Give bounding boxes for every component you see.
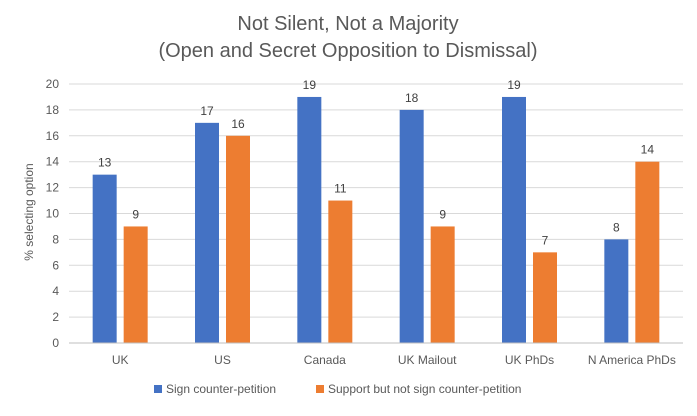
y-axis-title: % selecting option	[22, 163, 36, 260]
x-tick-label: UK PhDs	[505, 353, 554, 367]
data-labels: 13 9 17 16 19 11 18 9 19 7 8 14	[98, 78, 654, 247]
bar-support-uk	[123, 226, 148, 343]
y-tick-label: 0	[52, 336, 59, 350]
y-tick-label: 10	[46, 207, 60, 221]
y-tick-label: 8	[52, 232, 59, 246]
data-label: 17	[200, 104, 214, 118]
data-label: 9	[439, 207, 446, 221]
x-tick-label: N America PhDs	[588, 353, 676, 367]
data-label: 14	[641, 143, 655, 157]
x-tick-label: UK	[112, 353, 129, 367]
legend-label: Support but not sign counter-petition	[328, 382, 521, 396]
chart-title-line-1: Not Silent, Not a Majority	[237, 13, 458, 35]
data-label: 18	[405, 91, 419, 105]
data-label: 13	[98, 156, 112, 170]
bar-support-canada	[328, 200, 353, 343]
chart-title-line-2: (Open and Secret Opposition to Dismissal…	[158, 40, 537, 62]
data-label: 11	[334, 182, 347, 196]
bar-sign-uk-mailout	[399, 109, 424, 344]
y-axis: 0 2 4 6 8 10 12 14 16 18 20	[46, 77, 60, 350]
x-tick-label: Canada	[304, 353, 346, 367]
legend: Sign counter-petition Support but not sig…	[154, 382, 521, 396]
bars	[92, 96, 660, 344]
legend-swatch	[316, 385, 324, 393]
data-label: 7	[542, 233, 549, 247]
legend-label: Sign counter-petition	[166, 382, 276, 396]
y-tick-label: 4	[52, 284, 59, 298]
data-label: 9	[132, 207, 139, 221]
bar-sign-us	[195, 122, 219, 343]
bar-support-us	[226, 135, 250, 343]
y-tick-label: 14	[46, 155, 60, 169]
bar-sign-n-america-phds	[604, 239, 629, 343]
data-label: 16	[231, 117, 245, 131]
x-tick-label: UK Mailout	[398, 353, 457, 367]
bar-sign-uk	[92, 174, 117, 343]
bar-support-uk-mailout	[430, 226, 455, 343]
y-tick-label: 16	[46, 129, 60, 143]
bar-sign-uk-phds	[502, 96, 526, 343]
gridlines	[69, 83, 683, 318]
y-tick-label: 18	[46, 103, 60, 117]
y-tick-label: 6	[52, 258, 59, 272]
data-label: 19	[303, 78, 317, 92]
bar-support-uk-phds	[533, 252, 557, 343]
x-tick-label: US	[214, 353, 231, 367]
y-tick-label: 12	[46, 181, 60, 195]
legend-swatch	[154, 385, 162, 393]
data-label: 19	[507, 78, 521, 92]
y-tick-label: 20	[46, 77, 60, 91]
bar-support-n-america-phds	[635, 161, 660, 343]
data-label: 8	[613, 220, 620, 234]
chart-title: Not Silent, Not a Majority (Open and Sec…	[158, 13, 537, 62]
bar-sign-canada	[297, 96, 322, 343]
x-axis: UK US Canada UK Mailout UK PhDs N America PhD…	[69, 342, 683, 367]
y-tick-label: 2	[52, 310, 59, 324]
